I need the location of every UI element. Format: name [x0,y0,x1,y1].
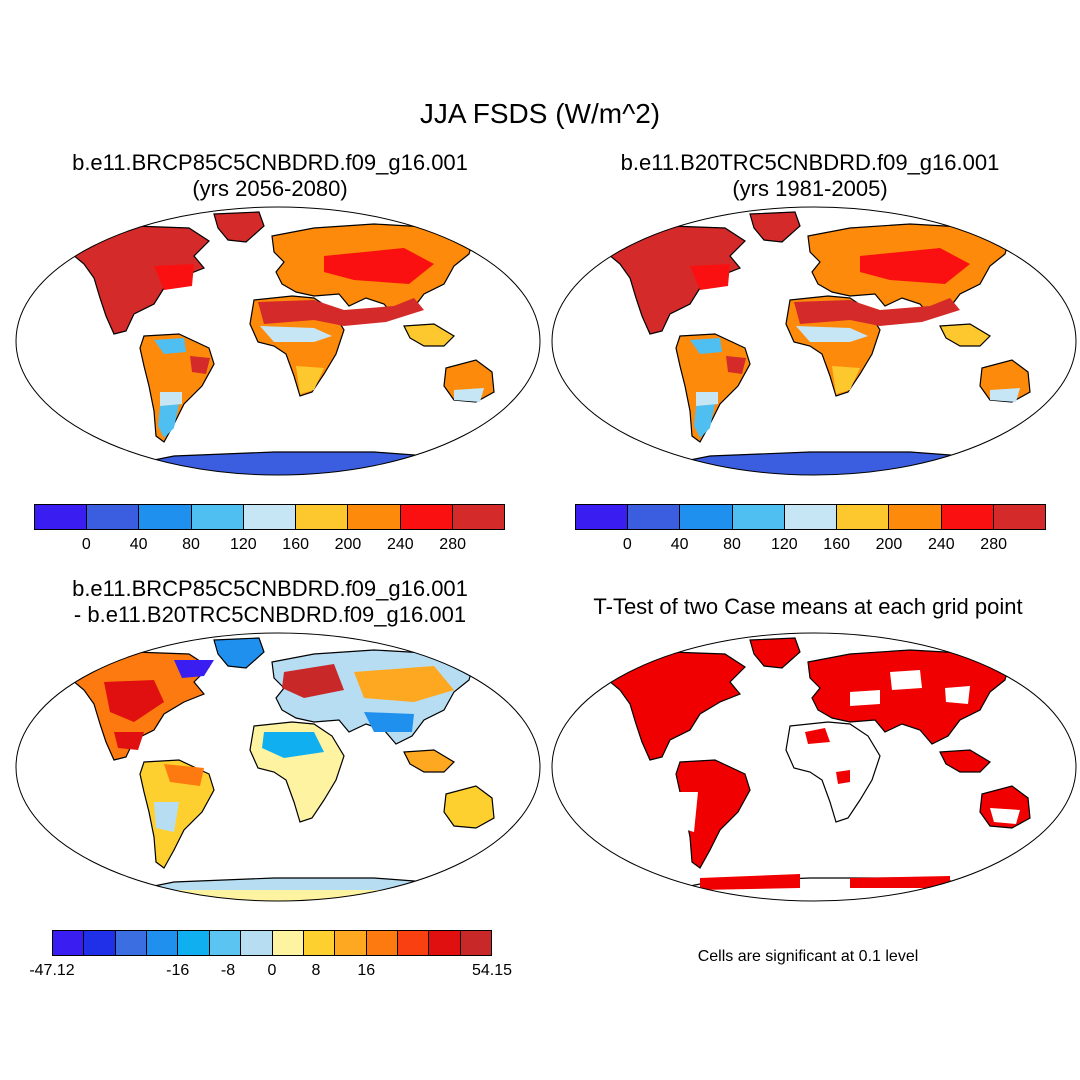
colorbar-swatch [335,931,367,955]
colorbar-tick-label: 200 [334,536,362,553]
colorbar-swatch [397,931,430,955]
colorbar-swatch [452,505,504,529]
colorbar-tick-label: -47.12 [29,962,75,979]
colorbar-swatch [115,931,148,955]
panel-title-top-right: b.e11.B20TRC5CNBDRD.f09_g16.001 (yrs 198… [560,150,1060,202]
colorbar-tick-label: 160 [823,536,851,553]
panel-title-line1: b.e11.BRCP85C5CNBDRD.f09_g16.001 [72,150,468,175]
panel-title-bottom-left: b.e11.BRCP85C5CNBDRD.f09_g16.001 - b.e11… [20,576,520,628]
colorbar-tick-label: 80 [723,536,741,553]
colorbar-tick-label: 160 [282,536,310,553]
continent-seasia [939,749,991,773]
significance-note: Cells are significant at 0.1 level [697,948,919,965]
continent-namerica [607,651,746,761]
colorbar-tick-label: 40 [129,536,148,553]
colorbar-future-ticks: 0 40 80 120 160 200 240 280 [34,536,505,558]
continent-greenland [213,637,265,669]
continent-namerica [607,225,746,335]
colorbar-tick-label: -16 [166,962,190,979]
colorbar-swatch [178,931,210,955]
continent-greenland [749,211,801,243]
colorbar-swatch [628,505,681,529]
figure-title: JJA FSDS (W/m^2) [419,98,661,129]
colorbar-swatch [191,505,244,529]
colorbar-tick-label: 80 [182,536,200,553]
map-historical [551,206,1077,476]
colorbar-swatch [209,931,242,955]
panel-title-line1: b.e11.BRCP85C5CNBDRD.f09_g16.001 [72,576,468,601]
colorbar-swatch [84,931,116,955]
colorbar-swatch [400,505,453,529]
map-ttest [551,632,1077,902]
continent-greenland [749,637,801,669]
colorbar-tick-label: 0 [81,536,91,553]
panel-title-line2: (yrs 2056-2080) [192,176,348,201]
colorbar-tick-label: 240 [386,536,414,553]
colorbar-tick-label: 280 [439,536,467,553]
continent-greenland [213,211,265,243]
continent-namerica [71,225,210,335]
colorbar-swatch [889,505,942,529]
continent-seasia [403,323,455,347]
colorbar-swatch [272,931,304,955]
map-difference [15,632,541,902]
colorbar-swatch [366,931,398,955]
colorbar-swatch [296,505,349,529]
colorbar-difference-ticks: -47.12 -16 -8 0 8 16 54.15 [29,962,512,984]
colorbar-tick-label: 280 [980,536,1008,553]
colorbar-tick-label: -8 [220,962,236,979]
panel-title-line1: b.e11.B20TRC5CNBDRD.f09_g16.001 [620,150,1000,175]
panel-title-bottom-right: T-Test of two Case means at each grid po… [548,594,1068,620]
colorbar-difference [52,930,492,956]
colorbar-swatch [941,505,994,529]
colorbar-swatch [87,505,140,529]
colorbar-tick-label: 40 [670,536,689,553]
colorbar-swatch [139,505,192,529]
colorbar-tick-label: 0 [267,962,277,979]
colorbar-historical-ticks: 0 40 80 120 160 200 240 280 [575,536,1046,558]
colorbar-swatch [680,505,733,529]
colorbar-tick-label: 54.15 [471,962,513,979]
colorbar-swatch [837,505,890,529]
colorbar-swatch [147,931,179,955]
continent-australia [443,785,495,829]
colorbar-swatch [35,505,88,529]
colorbar-swatch [303,931,336,955]
panel-title-top-left: b.e11.BRCP85C5CNBDRD.f09_g16.001 (yrs 20… [20,150,520,202]
colorbar-future [34,504,505,530]
colorbar-swatch [241,931,273,955]
colorbar-swatch [576,505,629,529]
colorbar-historical [575,504,1046,530]
panel-title-line2: (yrs 1981-2005) [732,176,888,201]
colorbar-swatch [348,505,401,529]
colorbar-swatch [429,931,461,955]
map-future [15,206,541,476]
colorbar-tick-label: 16 [357,962,376,979]
colorbar-tick-label: 120 [770,536,798,553]
colorbar-swatch [993,505,1045,529]
colorbar-swatch [460,931,492,955]
continent-seasia [939,323,991,347]
colorbar-tick-label: 240 [927,536,955,553]
colorbar-swatch [732,505,785,529]
colorbar-swatch [53,931,85,955]
colorbar-swatch [243,505,297,529]
colorbar-tick-label: 8 [311,962,321,979]
panel-title-line1: T-Test of two Case means at each grid po… [593,594,1023,619]
panel-title-line2: - b.e11.B20TRC5CNBDRD.f09_g16.001 [73,602,467,627]
colorbar-tick-label: 200 [875,536,903,553]
continent-seasia [403,749,455,773]
colorbar-tick-label: 0 [622,536,632,553]
colorbar-tick-label: 120 [229,536,257,553]
colorbar-swatch [784,505,838,529]
